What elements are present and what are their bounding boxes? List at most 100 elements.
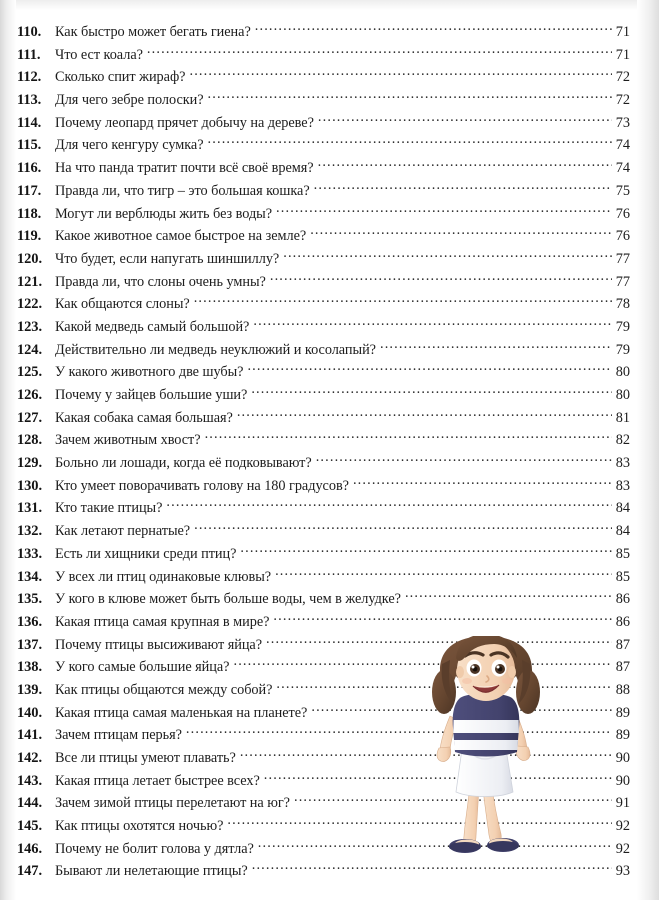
toc-entry-title: Бывают ли нелетающие птицы?: [55, 863, 248, 880]
toc-entry[interactable]: 130. Кто умеет поворачивать голову на 180…: [0, 476, 659, 499]
toc-entry[interactable]: 144. Зачем зимой птицы перелетают на юг? 9…: [0, 793, 659, 816]
toc-entry-page-number: 84: [615, 500, 630, 517]
toc-dot-leader: [166, 498, 612, 512]
toc-entry[interactable]: 117. Правда ли, что тигр – это большая ко…: [0, 181, 659, 204]
toc-entry-number: 120.: [17, 250, 42, 267]
toc-entry-number: 115.: [17, 137, 42, 154]
toc-entry[interactable]: 110. Как быстро может бегать гиена? 71: [0, 22, 659, 45]
toc-entry-title: Как летают пернатые?: [55, 523, 191, 540]
toc-entry[interactable]: 114. Почему леопард прячет добычу на дере…: [0, 113, 659, 136]
toc-entry[interactable]: 127. Какая собака самая большая? 81: [0, 408, 659, 431]
toc-entry-page-number: 87: [615, 659, 630, 676]
toc-entry-page-number: 87: [615, 636, 630, 653]
toc-entry-page-number: 90: [615, 772, 630, 789]
toc-entry[interactable]: 128. Зачем животным хвост? 82: [0, 430, 659, 453]
toc-entry-number: 144.: [17, 795, 42, 812]
toc-entry-page-number: 76: [615, 205, 630, 222]
toc-entry-title: Кто такие птицы?: [55, 500, 163, 517]
toc-entry[interactable]: 111. Что ест коала? 71: [0, 45, 659, 68]
toc-entry[interactable]: 146. Почему не болит голова у дятла? 92: [0, 839, 659, 862]
toc-entry[interactable]: 124. Действительно ли медведь неуклюжий и…: [0, 340, 659, 363]
toc-entry-title: Что ест коала?: [55, 46, 143, 63]
toc-entry[interactable]: 121. Правда ли, что слоны очень умны? 77: [0, 272, 659, 295]
toc-dot-leader: [194, 294, 612, 308]
toc-entry[interactable]: 140. Какая птица самая маленькая на плане…: [0, 703, 659, 726]
toc-entry[interactable]: 142. Все ли птицы умеют плавать? 90: [0, 748, 659, 771]
toc-entry-page-number: 77: [615, 273, 630, 290]
toc-entry[interactable]: 145. Как птицы охотятся ночью? 92: [0, 816, 659, 839]
toc-entry-number: 127.: [17, 409, 42, 426]
toc-entry-page-number: 82: [615, 432, 630, 449]
toc-entry-title: Правда ли, что тигр – это большая кошка?: [55, 182, 310, 199]
toc-entry-page-number: 81: [615, 409, 630, 426]
toc-entry[interactable]: 129. Больно ли лошади, когда её подковыва…: [0, 453, 659, 476]
toc-entry-title: Кто умеет поворачивать голову на 180 гра…: [55, 477, 349, 494]
toc-entry[interactable]: 138. У кого самые большие яйца? 87: [0, 657, 659, 680]
toc-entry[interactable]: 125. У какого животного две шубы? 80: [0, 362, 659, 385]
toc-dot-leader: [147, 45, 612, 59]
toc-entry[interactable]: 139. Как птицы общаются между собой? 88: [0, 680, 659, 703]
toc-entry-title: На что панда тратит почти всё своё время…: [55, 160, 314, 177]
toc-entry-number: 119.: [17, 228, 42, 245]
toc-dot-leader: [276, 204, 612, 218]
toc-entry[interactable]: 115. Для чего кенгуру сумка? 74: [0, 135, 659, 158]
toc-entry[interactable]: 137. Почему птицы высиживают яйца? 87: [0, 635, 659, 658]
toc-entry-number: 116.: [17, 160, 42, 177]
toc-entry-number: 146.: [17, 840, 42, 857]
toc-entry[interactable]: 116. На что панда тратит почти всё своё в…: [0, 158, 659, 181]
toc-entry[interactable]: 120. Что будет, если напугать шиншиллу? 77: [0, 249, 659, 272]
toc-entry[interactable]: 118. Могут ли верблюды жить без воды? 76: [0, 204, 659, 227]
toc-dot-leader: [240, 544, 612, 558]
toc-entry-title: Как птицы общаются между собой?: [55, 681, 273, 698]
toc-entry[interactable]: 123. Какой медведь самый большой? 79: [0, 317, 659, 340]
toc-entry[interactable]: 122. Как общаются слоны? 78: [0, 294, 659, 317]
toc-entry[interactable]: 119. Какое животное самое быстрое на земл…: [0, 226, 659, 249]
toc-entry-number: 147.: [17, 863, 42, 880]
toc-entry-page-number: 92: [615, 818, 630, 835]
toc-entry-title: Почему у зайцев большие уши?: [55, 387, 248, 403]
toc-entry-title: Могут ли верблюды жить без воды?: [55, 205, 273, 222]
toc-entry-title: У всех ли птиц одинаковые клювы?: [55, 568, 272, 585]
toc-entry[interactable]: 141. Зачем птицам перья? 89: [0, 725, 659, 748]
toc-entry-number: 139.: [17, 681, 42, 698]
toc-entry[interactable]: 112. Сколько спит жираф? 72: [0, 67, 659, 90]
toc-entry-number: 133.: [17, 545, 42, 562]
toc-entry-page-number: 77: [615, 250, 630, 267]
toc-entry-number: 123.: [17, 318, 42, 335]
toc-dot-leader: [318, 158, 612, 172]
toc-entry[interactable]: 131. Кто такие птицы? 84: [0, 498, 659, 521]
toc-entry-title: Какой медведь самый большой?: [55, 318, 250, 335]
toc-dot-leader: [252, 861, 612, 875]
toc-entry-title: Действительно ли медведь неуклюжий и кос…: [55, 341, 376, 358]
toc-entry-page-number: 74: [615, 137, 630, 154]
toc-dot-leader: [205, 430, 612, 444]
toc-entry-number: 134.: [17, 568, 42, 585]
toc-entry[interactable]: 143. Какая птица летает быстрее всех? 90: [0, 771, 659, 794]
toc-entry-page-number: 75: [615, 182, 630, 199]
toc-entry-page-number: 90: [615, 750, 630, 766]
toc-entry-number: 125.: [17, 364, 42, 381]
toc-dot-leader: [353, 476, 612, 490]
toc-entry[interactable]: 147. Бывают ли нелетающие птицы? 93: [0, 861, 659, 884]
toc-entry-number: 145.: [17, 818, 42, 835]
toc-entry-page-number: 89: [615, 704, 630, 721]
toc-entry[interactable]: 133. Есть ли хищники среди птиц? 85: [0, 544, 659, 567]
toc-entry[interactable]: 113. Для чего зебре полоски? 72: [0, 90, 659, 113]
toc-entry-page-number: 85: [615, 568, 630, 585]
toc-dot-leader: [318, 113, 612, 127]
toc-entry-number: 121.: [17, 273, 42, 290]
toc-entry-page-number: 91: [615, 795, 630, 812]
toc-entry-page-number: 83: [615, 455, 630, 472]
toc-dot-leader: [270, 272, 612, 286]
toc-entry[interactable]: 134. У всех ли птиц одинаковые клювы? 85: [0, 567, 659, 590]
toc-dot-leader: [233, 657, 612, 671]
toc-entry[interactable]: 135. У кого в клюве может быть больше вод…: [0, 589, 659, 612]
toc-entry[interactable]: 132. Как летают пернатые? 84: [0, 521, 659, 544]
toc-entry-number: 132.: [17, 523, 42, 540]
toc-dot-leader: [294, 793, 612, 807]
toc-entry[interactable]: 126. Почему у зайцев большие уши? 80: [0, 385, 659, 408]
toc-entry-title: Зачем птицам перья?: [55, 727, 182, 744]
toc-entry-title: Больно ли лошади, когда её подковывают?: [55, 455, 312, 472]
toc-entry[interactable]: 136. Какая птица самая крупная в мире? 86: [0, 612, 659, 635]
toc-entry-title: Почему леопард прячет добычу на дереве?: [55, 114, 314, 131]
